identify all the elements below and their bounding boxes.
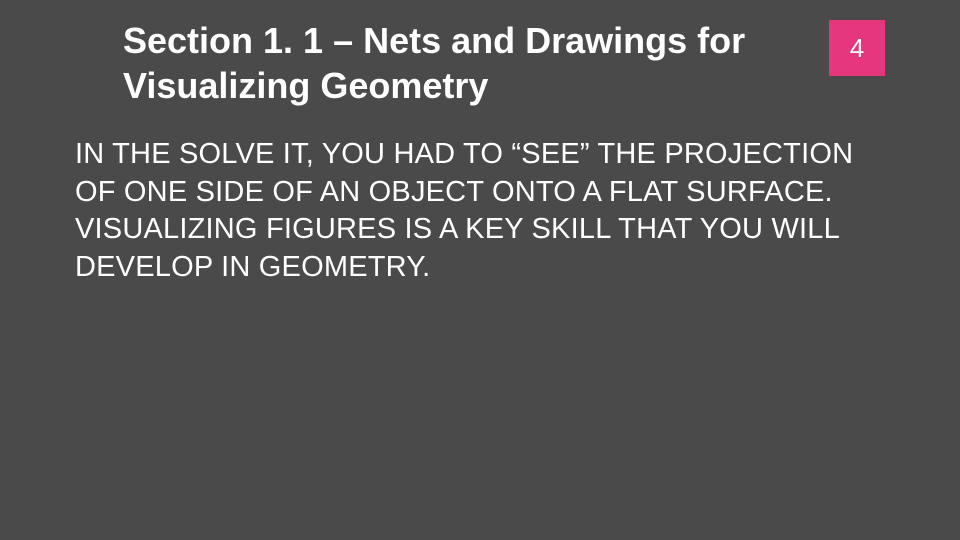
slide-container: Section 1. 1 – Nets and Drawings for Vis… <box>0 0 960 540</box>
page-number-badge: 4 <box>829 20 885 76</box>
section-title: Section 1. 1 – Nets and Drawings for Vis… <box>123 18 829 108</box>
body-text: IN THE SOLVE IT, YOU HAD TO “SEE” THE PR… <box>75 136 885 287</box>
header-row: Section 1. 1 – Nets and Drawings for Vis… <box>123 18 885 108</box>
